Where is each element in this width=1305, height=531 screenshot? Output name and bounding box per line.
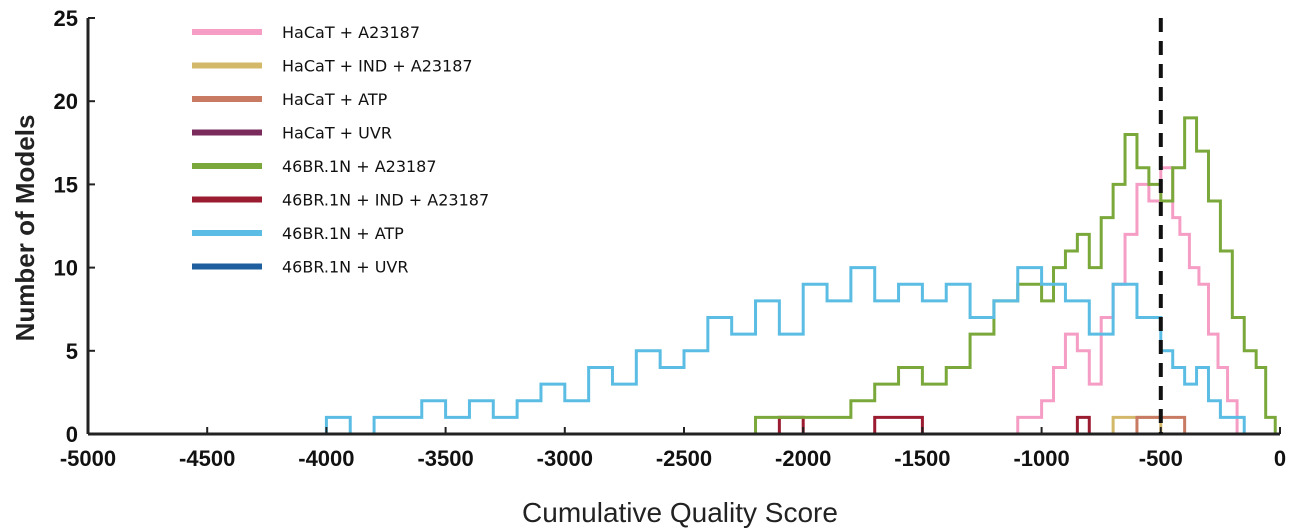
- legend-label: HaCaT + IND + A23187: [282, 57, 473, 76]
- x-tick-label: -5000: [60, 446, 116, 471]
- y-tick-label: 5: [66, 339, 78, 364]
- series-line: [517, 116, 1277, 436]
- x-tick-label: -3500: [417, 446, 473, 471]
- x-tick-label: -2000: [775, 446, 831, 471]
- y-tick-label: 15: [54, 172, 78, 197]
- legend-label: HaCaT + A23187: [282, 23, 420, 42]
- tick-layer: -5000 -4500 -4000 -3500 -3000 -2500 -2000 -1500…: [54, 6, 1287, 471]
- legend-label: 46BR.1N + A23187: [282, 157, 437, 176]
- x-tick-label: -2500: [656, 446, 712, 471]
- y-tick-label: 20: [54, 89, 78, 114]
- y-tick-label: 0: [66, 422, 78, 447]
- legend: HaCaT + A23187 HaCaT + IND + A23187 HaCaT …: [192, 23, 489, 277]
- x-tick-label: 0: [1274, 446, 1286, 471]
- legend-label: HaCaT + ATP: [282, 90, 388, 109]
- x-tick-label: -1500: [894, 446, 950, 471]
- legend-label: HaCaT + UVR: [282, 124, 392, 143]
- y-tick-label: 25: [54, 6, 78, 31]
- x-tick-label: -4500: [179, 446, 235, 471]
- series-line: [314, 266, 1246, 436]
- y-axis-label: Number of Models: [10, 115, 40, 342]
- series-line: [979, 166, 1239, 436]
- x-axis-label: Cumulative Quality Score: [522, 497, 838, 528]
- x-tick-label: -4000: [298, 446, 354, 471]
- y-tick-label: 10: [54, 256, 78, 281]
- legend-label: 46BR.1N + ATP: [282, 224, 404, 243]
- x-tick-label: -500: [1139, 446, 1183, 471]
- legend-label: 46BR.1N + IND + A23187: [282, 191, 489, 210]
- legend-label: 46BR.1N + UVR: [282, 258, 408, 277]
- x-tick-label: -1000: [1013, 446, 1069, 471]
- x-tick-label: -3000: [537, 446, 593, 471]
- plot-layer: [314, 116, 1277, 436]
